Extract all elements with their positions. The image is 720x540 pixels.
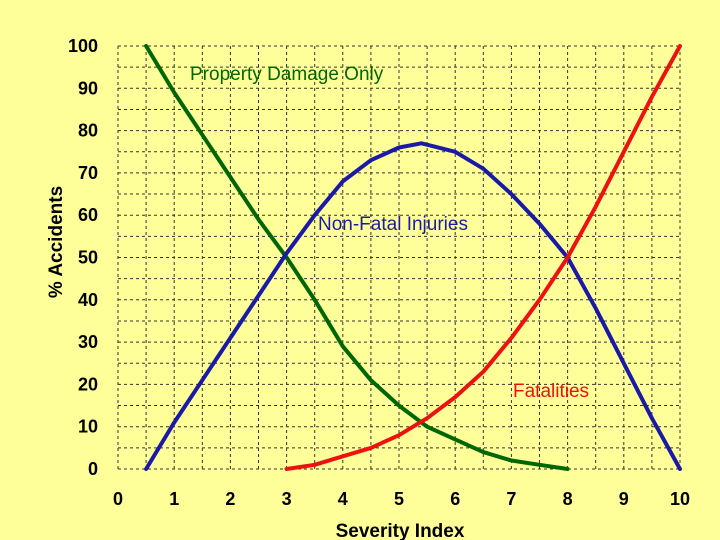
x-axis-title: Severity Index xyxy=(336,521,465,540)
series-line-2 xyxy=(284,44,682,471)
x-tick-label: 10 xyxy=(670,489,690,509)
series-label-0: Property Damage Only xyxy=(190,64,384,85)
x-tick-label: 4 xyxy=(338,489,348,509)
y-tick-label: 50 xyxy=(78,248,98,268)
series-line-0 xyxy=(144,44,570,471)
x-tick-label: 0 xyxy=(113,489,123,509)
y-tick-label: 90 xyxy=(78,78,98,98)
y-tick-label: 60 xyxy=(78,205,98,225)
y-tick-label: 0 xyxy=(88,459,98,479)
series-label-2: Fatalities xyxy=(513,381,589,402)
x-tick-label: 8 xyxy=(563,489,573,509)
y-axis-title: % Accidents xyxy=(46,186,67,298)
y-tick-label: 30 xyxy=(78,332,98,352)
x-tick-label: 9 xyxy=(619,489,629,509)
series-label-1: Non-Fatal Injuries xyxy=(318,214,468,235)
y-tick-label: 100 xyxy=(68,36,98,56)
x-tick-label: 7 xyxy=(506,489,516,509)
y-tick-label: 70 xyxy=(78,163,98,183)
y-tick-label: 40 xyxy=(78,290,98,310)
series-line-1 xyxy=(144,141,682,471)
y-tick-label: 10 xyxy=(78,417,98,437)
y-tick-label: 20 xyxy=(78,374,98,394)
x-tick-label: 1 xyxy=(169,489,179,509)
y-tick-label: 80 xyxy=(78,121,98,141)
x-tick-label: 5 xyxy=(394,489,404,509)
x-tick-label: 3 xyxy=(282,489,292,509)
x-tick-label: 2 xyxy=(225,489,235,509)
x-tick-label: 6 xyxy=(450,489,460,509)
